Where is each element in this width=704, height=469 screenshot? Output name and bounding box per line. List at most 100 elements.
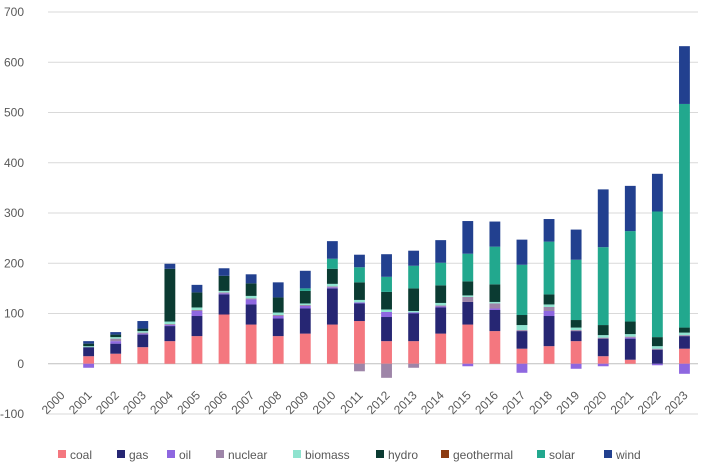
bar-gas-2003 (137, 334, 149, 348)
bar-wind-2005 (191, 284, 203, 293)
legend-label-geothermal: geothermal (453, 448, 513, 462)
bar-oil-2014 (435, 306, 447, 308)
bar-nuclear-2009 (299, 304, 311, 306)
bar-hydro-2018 (543, 294, 555, 305)
x-axis: 2000200120022003200420052006200720082009… (39, 388, 691, 417)
bar-oil-2016 (489, 308, 501, 310)
bar-biomass-2012 (381, 309, 392, 312)
legend-label-biomass: biomass (305, 448, 350, 462)
legend: coal gas oil nuclear biomass hydro geothermal s… (58, 448, 641, 462)
legend-swatch-geothermal (441, 450, 449, 458)
bar-biomass-2017 (516, 325, 528, 331)
bar-gas-2023 (679, 336, 690, 349)
bar-biomass-2007 (245, 295, 257, 299)
bar-hydro-2015 (462, 281, 474, 296)
y-tick-label: 100 (4, 307, 24, 321)
bar-oil-2003 (137, 333, 149, 335)
bar-solar-2009 (299, 288, 311, 291)
bar-nuclear-2022 (651, 348, 663, 350)
bar-biomass-2008 (272, 312, 284, 316)
bar-oil-2009 (299, 305, 311, 309)
bar-biomass-2010 (326, 283, 338, 287)
y-axis: -100 0 100 200 300 400 500 600 700 (0, 5, 24, 421)
x-tick-label: 2023 (662, 388, 691, 417)
bar-gas-2011 (354, 303, 365, 322)
bar-hydro-2023 (679, 327, 690, 333)
bar-coal-2014 (435, 333, 447, 364)
bar-nuclear-2016 (489, 303, 501, 309)
bar-nuclear-2021 (624, 336, 636, 338)
bar-wind-2021 (624, 185, 636, 232)
bar-nuclear-2010 (326, 286, 338, 288)
legend-label-coal: coal (70, 448, 92, 462)
bar-coal-2004 (164, 341, 176, 364)
bar-nuclear-2014 (435, 305, 447, 307)
bar-hydro-2012 (381, 291, 392, 310)
x-tick-label: 2016 (472, 388, 501, 417)
legend-label-gas: gas (129, 448, 148, 462)
bar-wind-2010 (326, 241, 338, 259)
bar-biomass-2002 (110, 337, 122, 339)
bar-wind-2014 (435, 240, 447, 263)
bar-biomass-2005 (191, 307, 203, 310)
bar-nuclear-2017 (516, 330, 528, 332)
bar-oil-2002 (110, 341, 122, 344)
bar-gas-2002 (110, 343, 122, 354)
bar-solar-2011 (354, 267, 365, 283)
x-tick-label: 2006 (201, 388, 230, 417)
bar-solar-2016 (489, 246, 501, 285)
bar-hydro-2009 (299, 290, 311, 304)
bar-hydro-2016 (489, 284, 501, 302)
bar-biomass-2018 (543, 304, 555, 307)
bar-gas-2001 (83, 347, 95, 357)
legend-label-oil: oil (179, 448, 191, 462)
bar-gas-2004 (164, 326, 176, 342)
bar-wind-2003 (137, 321, 149, 329)
y-tick-label: 500 (4, 106, 24, 120)
legend-swatch-biomass (293, 450, 301, 458)
bar-nuclear-2023 (679, 335, 690, 337)
bar-oil-2015 (462, 363, 474, 367)
bars-layer (83, 46, 690, 378)
x-tick-label: 2007 (228, 388, 257, 417)
legend-label-wind: wind (615, 448, 641, 462)
bar-oil-2012 (381, 311, 392, 318)
legend-swatch-gas (117, 450, 125, 458)
x-tick-label: 2009 (283, 388, 312, 417)
bar-coal-2003 (137, 347, 149, 364)
bar-solar-2015 (462, 253, 474, 282)
bar-hydro-2003 (137, 328, 149, 332)
bar-wind-2008 (272, 282, 284, 298)
legend-swatch-nuclear (216, 450, 224, 458)
legend-label-nuclear: nuclear (228, 448, 267, 462)
bar-coal-2017 (516, 348, 528, 364)
x-tick-label: 2003 (120, 388, 149, 417)
bar-solar-2021 (624, 231, 636, 322)
bar-coal-2010 (326, 324, 338, 364)
bar-nuclear-2006 (218, 292, 230, 294)
bar-hydro-2021 (624, 321, 636, 335)
y-tick-label: 200 (4, 256, 24, 270)
bar-gas-2009 (299, 308, 311, 334)
bar-hydro-2020 (597, 325, 609, 336)
bar-wind-2012 (381, 254, 392, 277)
bar-coal-2006 (218, 314, 230, 364)
bar-biomass-2004 (164, 321, 176, 325)
bar-solar-2012 (381, 276, 392, 292)
bar-oil-2011 (354, 302, 365, 304)
bar-coal-2001 (83, 356, 95, 364)
bar-wind-2011 (354, 254, 365, 268)
bar-biomass-2023 (679, 332, 690, 336)
bar-hydro-2005 (191, 292, 203, 308)
bar-solar-2023 (679, 103, 690, 328)
bar-biomass-2009 (299, 303, 311, 305)
y-tick-label: 400 (4, 156, 24, 170)
bar-wind-2002 (110, 332, 122, 335)
bar-biomass-2001 (83, 346, 95, 348)
bar-hydro-2008 (272, 297, 284, 313)
bar-oil-2013 (408, 312, 420, 314)
bar-coal-2012 (381, 341, 392, 364)
bar-oil-2021 (624, 337, 636, 339)
